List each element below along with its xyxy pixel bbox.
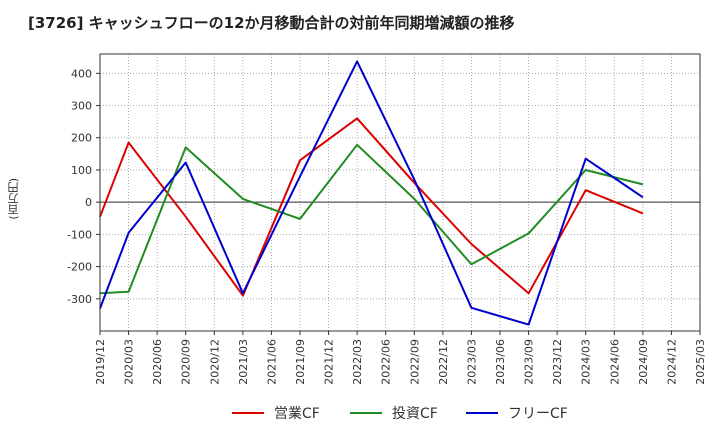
x-tick-label: 2019/12 [94,339,107,385]
y-tick-label: -200 [67,261,92,274]
x-tick-label: 2024/09 [637,339,650,385]
legend-label: 投資CF [392,406,438,422]
x-tick-label: 2024/12 [665,339,678,385]
chart-title: [3726] キャッシュフローの12か月移動合計の対前年同期増減額の推移 [28,14,515,32]
y-tick-label: 0 [85,196,92,209]
x-tick-label: 2022/03 [351,339,364,385]
y-tick-label: -100 [67,228,92,241]
plot-area-background [100,54,700,331]
x-tick-label: 2024/06 [608,339,621,385]
x-tick-label: 2023/06 [494,339,507,385]
x-tick-label: 2020/06 [151,339,164,385]
x-tick-label: 2020/09 [180,339,193,385]
y-tick-label: -300 [67,293,92,306]
x-tick-label: 2020/12 [208,339,221,385]
y-tick-label: 200 [71,132,92,145]
x-tick-label: 2021/12 [323,339,336,385]
x-tick-label: 2021/06 [265,339,278,385]
legend-label: フリーCF [508,406,568,422]
x-tick-label: 2021/09 [294,339,307,385]
x-tick-label: 2022/12 [437,339,450,385]
x-tick-label: 2020/03 [123,339,136,385]
y-tick-label: 300 [71,100,92,113]
x-tick-label: 2022/06 [380,339,393,385]
y-tick-label: 400 [71,67,92,80]
x-tick-label: 2022/09 [408,339,421,385]
y-tick-label: 100 [71,164,92,177]
x-tick-label: 2025/03 [694,339,707,385]
x-tick-label: 2021/03 [237,339,250,385]
x-axis-ticks: 2019/12 2020/03 2020/06 2020/09 2020/12 2021/… [94,331,707,385]
plot-area-border [99,53,701,332]
legend: 営業CF 投資CF フリーCF [232,406,568,422]
x-tick-label: 2023/12 [551,339,564,385]
series-lines [99,60,644,326]
x-tick-label: 2024/03 [580,339,593,385]
x-tick-label: 2023/09 [523,339,536,385]
y-axis-ticks: -300 -200 -100 0 100 200 300 400 [67,67,100,306]
x-tick-label: 2023/03 [465,339,478,385]
legend-label: 営業CF [274,406,320,422]
